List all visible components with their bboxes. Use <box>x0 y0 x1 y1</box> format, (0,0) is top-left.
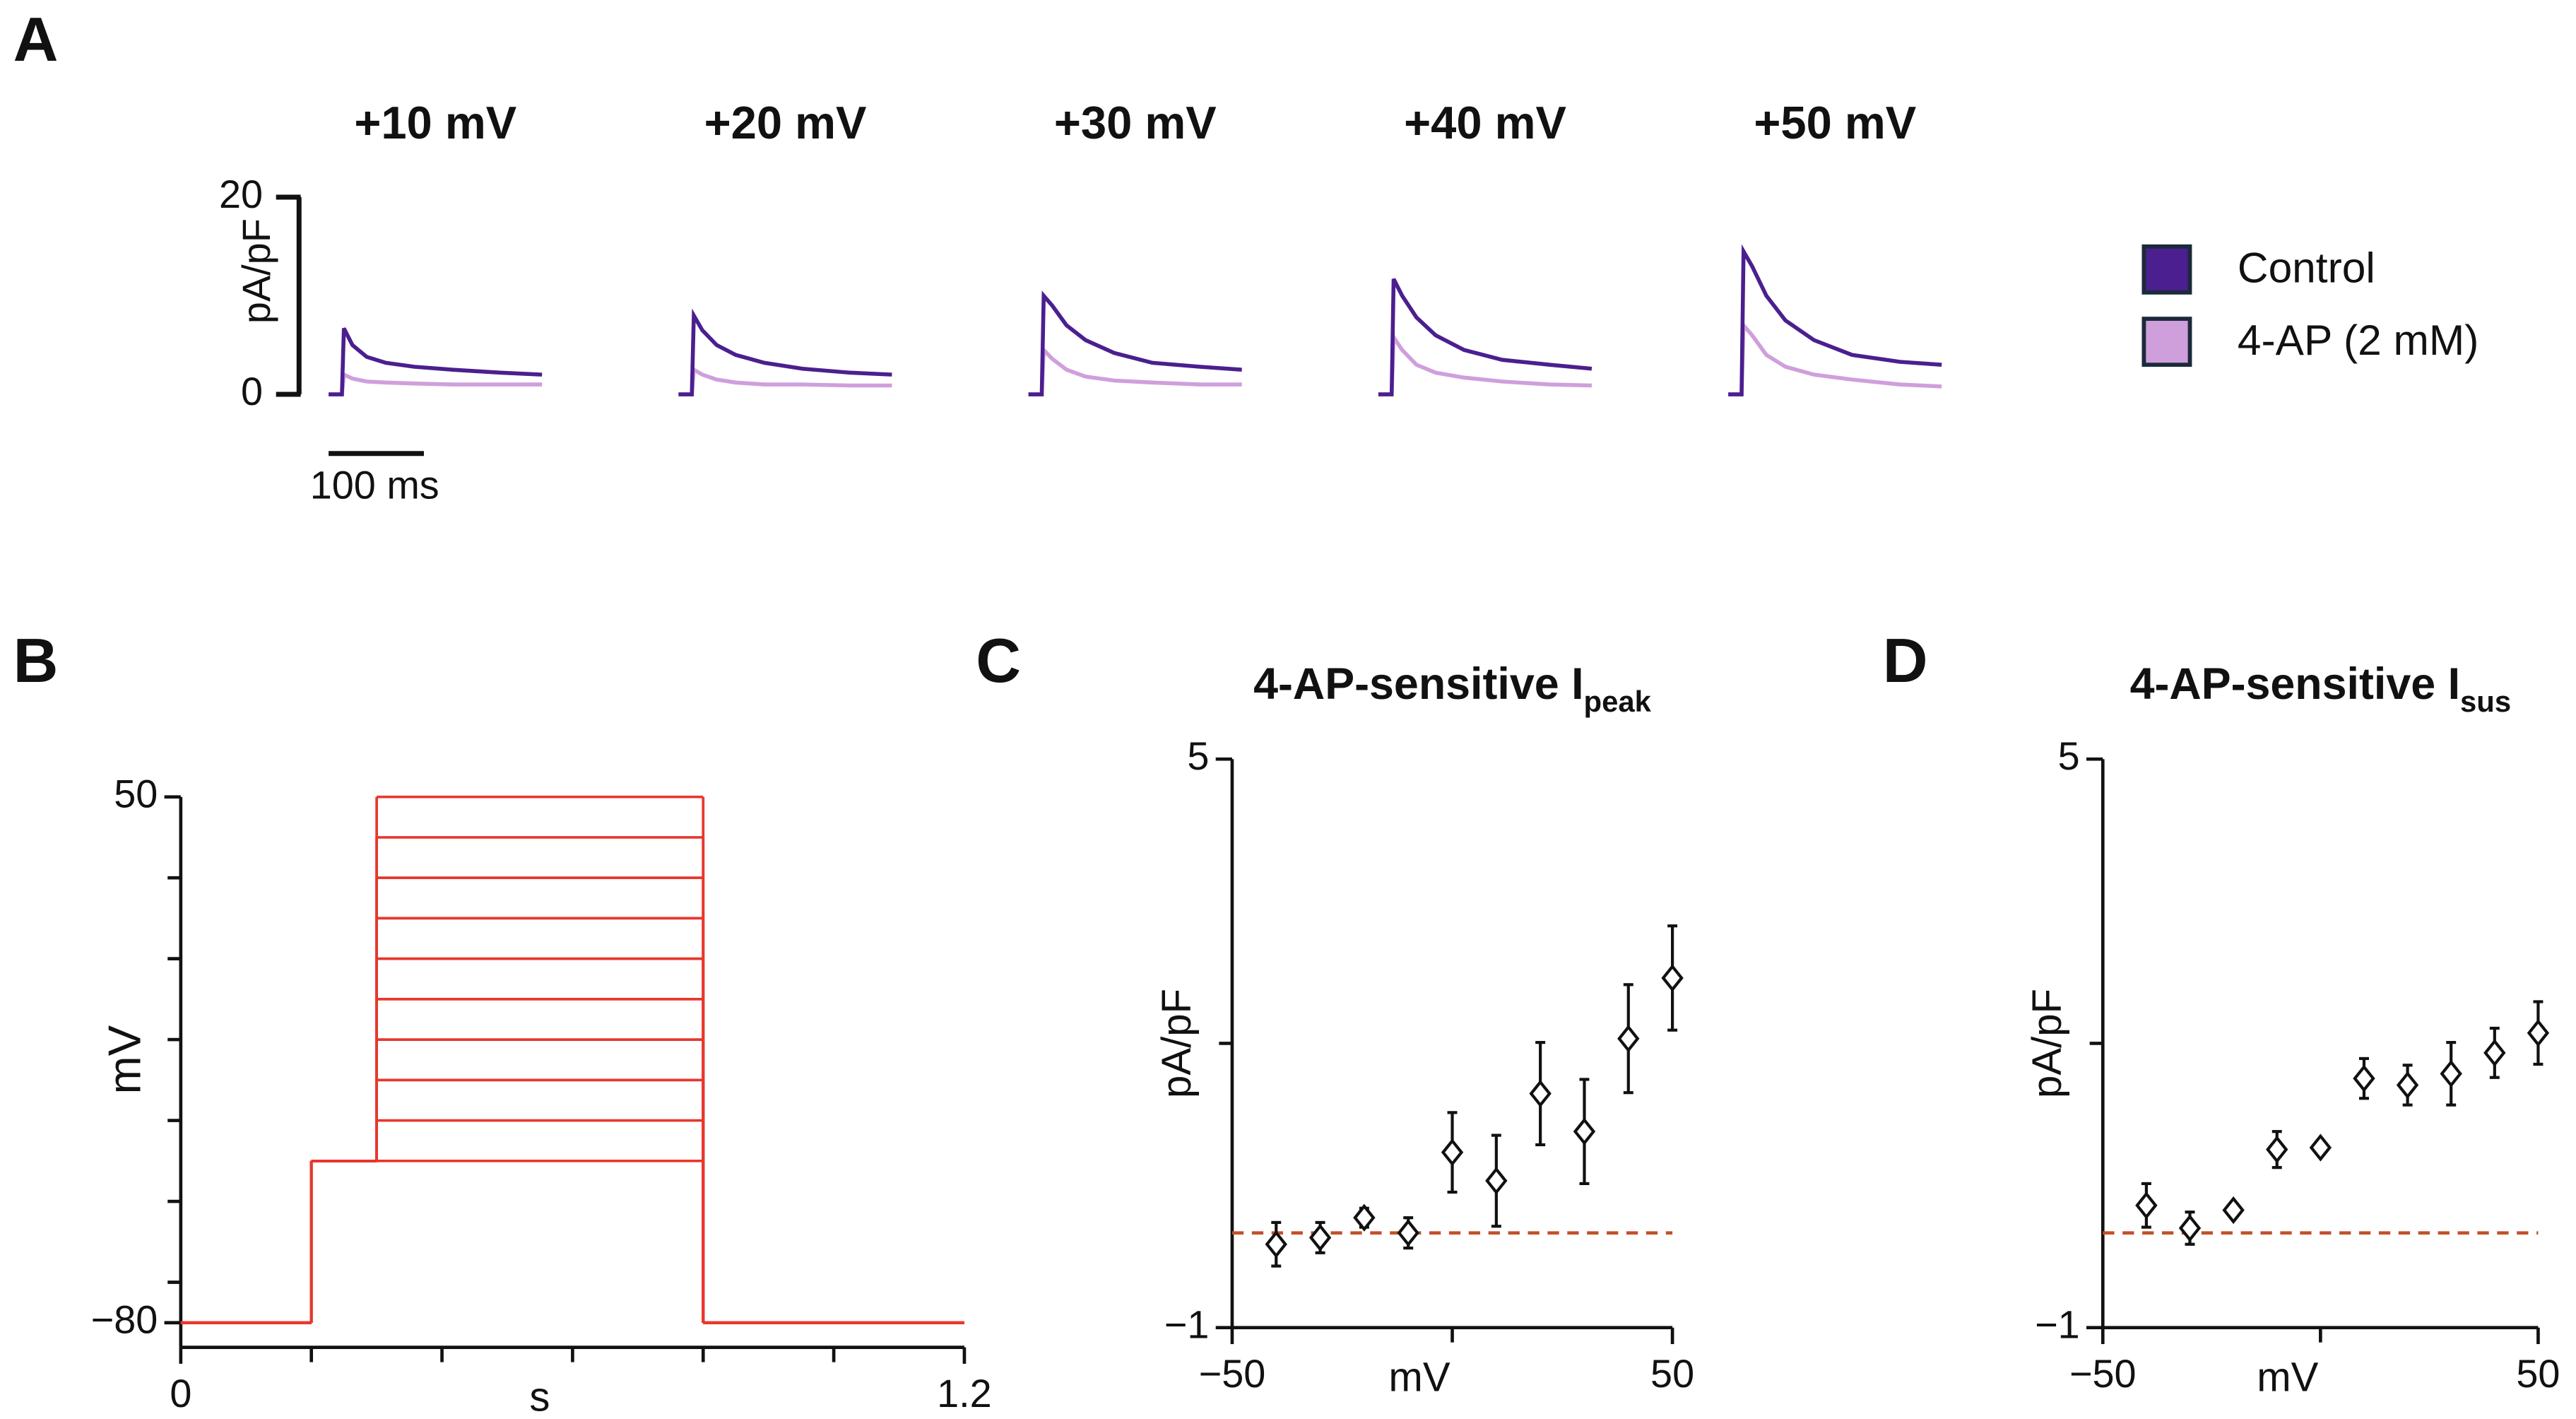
data-point <box>2222 1196 2245 1225</box>
current-trace <box>329 327 543 396</box>
trace-title: +50 mV <box>1754 97 1916 148</box>
data-point <box>1397 1219 1419 1247</box>
panel-title: 4-AP-sensitive Ipeak <box>1253 659 1652 717</box>
legend-label: 4-AP (2 mM) <box>2238 316 2478 364</box>
y-axis-label: pA/pF <box>2024 989 2070 1098</box>
y-tick-label: 20 <box>219 172 263 216</box>
current-trace <box>1028 290 1242 396</box>
x-axis-label: mV <box>2257 1354 2318 1400</box>
data-point <box>1617 1025 1640 1053</box>
y-tick-label: 5 <box>2058 734 2080 778</box>
data-point <box>1573 1117 1596 1146</box>
y-tick-label: 50 <box>114 771 158 816</box>
y-axis-label: pA/pF <box>234 218 278 324</box>
data-point <box>2135 1191 2158 1220</box>
current-trace <box>329 371 543 396</box>
x-tick-label: −50 <box>1199 1351 1266 1396</box>
data-point <box>1308 1223 1332 1252</box>
data-point <box>2527 1019 2550 1047</box>
panel-letter: B <box>13 625 59 695</box>
legend-swatch <box>2141 244 2192 295</box>
data-point <box>1353 1203 1376 1232</box>
data-point <box>2396 1071 2419 1100</box>
y-axis-label: mV <box>99 1025 150 1094</box>
trace-title: +10 mV <box>354 97 516 148</box>
x-axis-label: mV <box>1388 1354 1450 1400</box>
data-point <box>1529 1079 1552 1108</box>
data-point <box>2483 1039 2506 1067</box>
y-tick-label: −80 <box>91 1297 158 1341</box>
data-point <box>2353 1064 2375 1093</box>
current-trace <box>1728 244 1942 396</box>
data-point <box>2178 1214 2202 1242</box>
panel-letter: D <box>1883 625 1928 695</box>
y-axis-label: pA/pF <box>1154 989 1200 1098</box>
trace-title: +40 mV <box>1404 97 1566 148</box>
data-point <box>1485 1167 1508 1195</box>
panel-title: 4-AP-sensitive Isus <box>2130 659 2512 717</box>
data-point <box>1441 1138 1464 1167</box>
current-trace <box>1378 278 1593 396</box>
trace-title: +20 mV <box>704 97 867 148</box>
time-scale-label: 100 ms <box>310 462 439 507</box>
current-trace <box>678 308 892 396</box>
title-text: 4-AP-sensitive I <box>1253 659 1583 708</box>
data-point <box>2440 1059 2462 1088</box>
title-text: 4-AP-sensitive I <box>2130 659 2460 708</box>
current-trace <box>1728 320 1942 396</box>
legend-swatch <box>2141 317 2192 367</box>
legend-label: Control <box>2238 244 2375 292</box>
trace-title: +30 mV <box>1054 97 1217 148</box>
title-subscript: peak <box>1584 684 1652 717</box>
x-tick-label: 50 <box>1650 1351 1694 1396</box>
y-tick-label: −1 <box>1164 1302 1210 1346</box>
title-subscript: sus <box>2460 684 2511 717</box>
x-tick-label: −50 <box>2069 1351 2137 1396</box>
x-tick-label: 50 <box>2516 1351 2560 1396</box>
data-point <box>1661 964 1684 992</box>
y-tick-label: 0 <box>241 369 263 413</box>
x-axis-label: s <box>529 1374 550 1419</box>
panel-letter: C <box>976 625 1021 695</box>
y-tick-label: −1 <box>2035 1302 2080 1346</box>
data-point <box>2266 1136 2288 1164</box>
y-tick-label: 5 <box>1187 734 1209 778</box>
x-tick-label: 1.2 <box>937 1371 992 1415</box>
data-point <box>2309 1134 2332 1162</box>
panel-letter: A <box>13 4 59 74</box>
data-point <box>1265 1230 1287 1259</box>
x-tick-label: 0 <box>170 1371 191 1415</box>
